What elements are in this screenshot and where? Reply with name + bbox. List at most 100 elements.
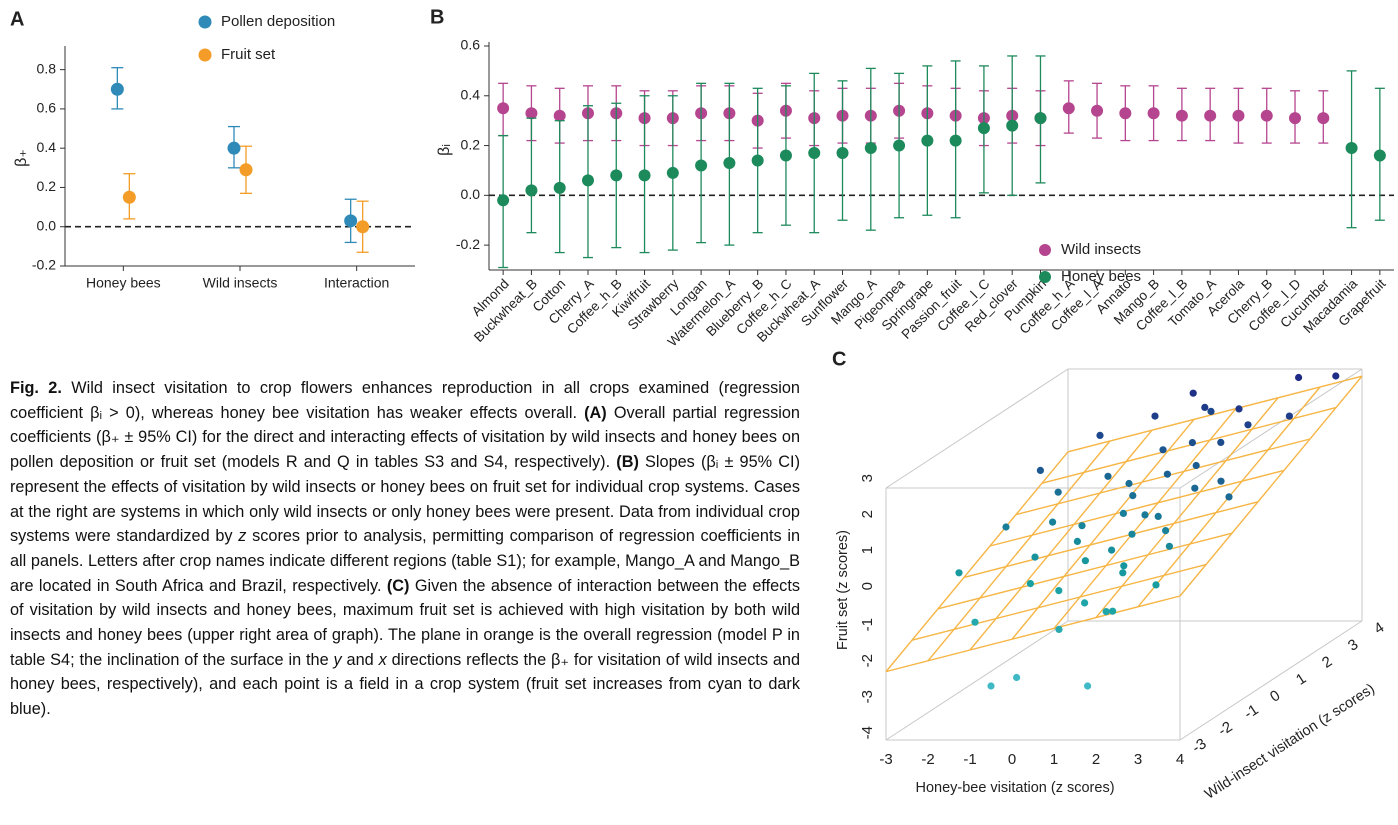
point	[553, 109, 566, 122]
point	[1147, 107, 1160, 120]
point	[1225, 493, 1233, 501]
point	[1232, 109, 1245, 122]
z-tick-label: -1	[859, 618, 876, 631]
point	[751, 154, 764, 167]
point	[1207, 407, 1215, 415]
plane-grid	[989, 469, 1285, 547]
point	[1154, 512, 1162, 521]
point	[1062, 102, 1075, 115]
point	[1152, 581, 1160, 589]
y-tick-label: 0.0	[461, 186, 481, 202]
point	[497, 194, 510, 207]
caption-text: Given the absence of interaction between…	[10, 576, 800, 669]
point	[1188, 439, 1196, 447]
z-axis-label: Fruit set (z scores)	[835, 530, 851, 650]
box-edge	[885, 368, 1069, 489]
point	[1128, 530, 1136, 538]
z-tick-label: -2	[859, 654, 876, 667]
point	[864, 142, 877, 155]
legend-swatch	[1039, 244, 1051, 256]
point	[227, 141, 241, 155]
point	[1081, 557, 1089, 565]
point	[553, 181, 566, 194]
point	[1295, 373, 1303, 382]
x-tick-label: Interaction	[324, 275, 389, 291]
point	[1244, 421, 1252, 429]
point	[1036, 466, 1044, 474]
y-axis-label: βᵢ	[436, 144, 453, 156]
y-tick-label: 0.8	[37, 60, 57, 76]
point	[1055, 587, 1063, 595]
point	[1345, 142, 1358, 155]
panel-label: C	[832, 348, 846, 370]
point	[1235, 405, 1243, 413]
point	[581, 174, 594, 187]
caption-panel-ref: (A)	[584, 403, 607, 422]
box-edge	[1179, 368, 1363, 489]
point	[666, 166, 679, 179]
z-tick-label: -4	[859, 726, 876, 739]
point	[1163, 470, 1171, 478]
caption-text: directions reflects the β₊ for visitatio…	[10, 650, 800, 719]
point	[779, 149, 792, 162]
point	[695, 159, 708, 172]
plane-grid	[885, 451, 1069, 673]
caption-italic: y	[333, 650, 342, 669]
caption-panel-ref: (C)	[386, 576, 410, 595]
point	[1055, 625, 1063, 634]
point	[836, 147, 849, 160]
y-tick-label: -3	[1189, 735, 1209, 757]
y-tick-label: -2	[1215, 718, 1235, 740]
box-edge	[1179, 620, 1363, 741]
point	[344, 214, 358, 228]
point	[356, 220, 370, 234]
caption-italic: z	[238, 527, 247, 546]
point	[1192, 461, 1200, 470]
point	[1129, 492, 1137, 500]
y-tick-label: 1	[1293, 670, 1309, 689]
point	[1096, 431, 1104, 439]
point	[110, 82, 124, 96]
y-tick-label: -0.2	[32, 257, 56, 273]
point	[1091, 104, 1104, 117]
point	[638, 169, 651, 182]
point	[122, 190, 136, 204]
plane-grid	[1015, 438, 1311, 516]
caption-panel-ref: (B)	[616, 453, 639, 472]
point	[1120, 562, 1128, 570]
point	[1073, 537, 1081, 546]
point	[1109, 607, 1117, 615]
x-tick-label: -1	[963, 751, 976, 768]
point	[1189, 389, 1197, 397]
x-tick-label: 4	[1176, 751, 1184, 768]
point	[1162, 527, 1170, 535]
point	[1373, 149, 1386, 162]
legend-label: Honey bees	[1061, 268, 1141, 285]
z-tick-label: -3	[859, 690, 876, 703]
point	[949, 134, 962, 147]
z-tick-label: 2	[859, 510, 876, 518]
point	[1289, 112, 1302, 125]
point	[1034, 112, 1047, 125]
plane-grid	[963, 501, 1259, 579]
caption-label: Fig. 2.	[10, 379, 62, 397]
panel-label: B	[430, 6, 444, 28]
plane-grid	[1041, 406, 1337, 484]
point	[1102, 608, 1110, 616]
x-axis-label: Honey-bee visitation (z scores)	[915, 780, 1114, 796]
y-tick-label: 0.6	[37, 100, 57, 116]
caption-text: Wild insect visitation to crop flowers e…	[10, 379, 800, 422]
point	[1119, 509, 1127, 517]
x-tick-label: Honey bees	[86, 275, 161, 291]
point	[1217, 438, 1225, 446]
point	[1141, 511, 1149, 519]
legend-swatch	[1039, 271, 1051, 283]
point	[1013, 673, 1021, 682]
panel-label: A	[10, 8, 24, 30]
y-tick-label: 0.6	[461, 37, 481, 53]
point	[610, 169, 623, 182]
legend-label: Wild insects	[1061, 241, 1141, 258]
point	[1108, 546, 1116, 554]
point	[1119, 107, 1132, 120]
